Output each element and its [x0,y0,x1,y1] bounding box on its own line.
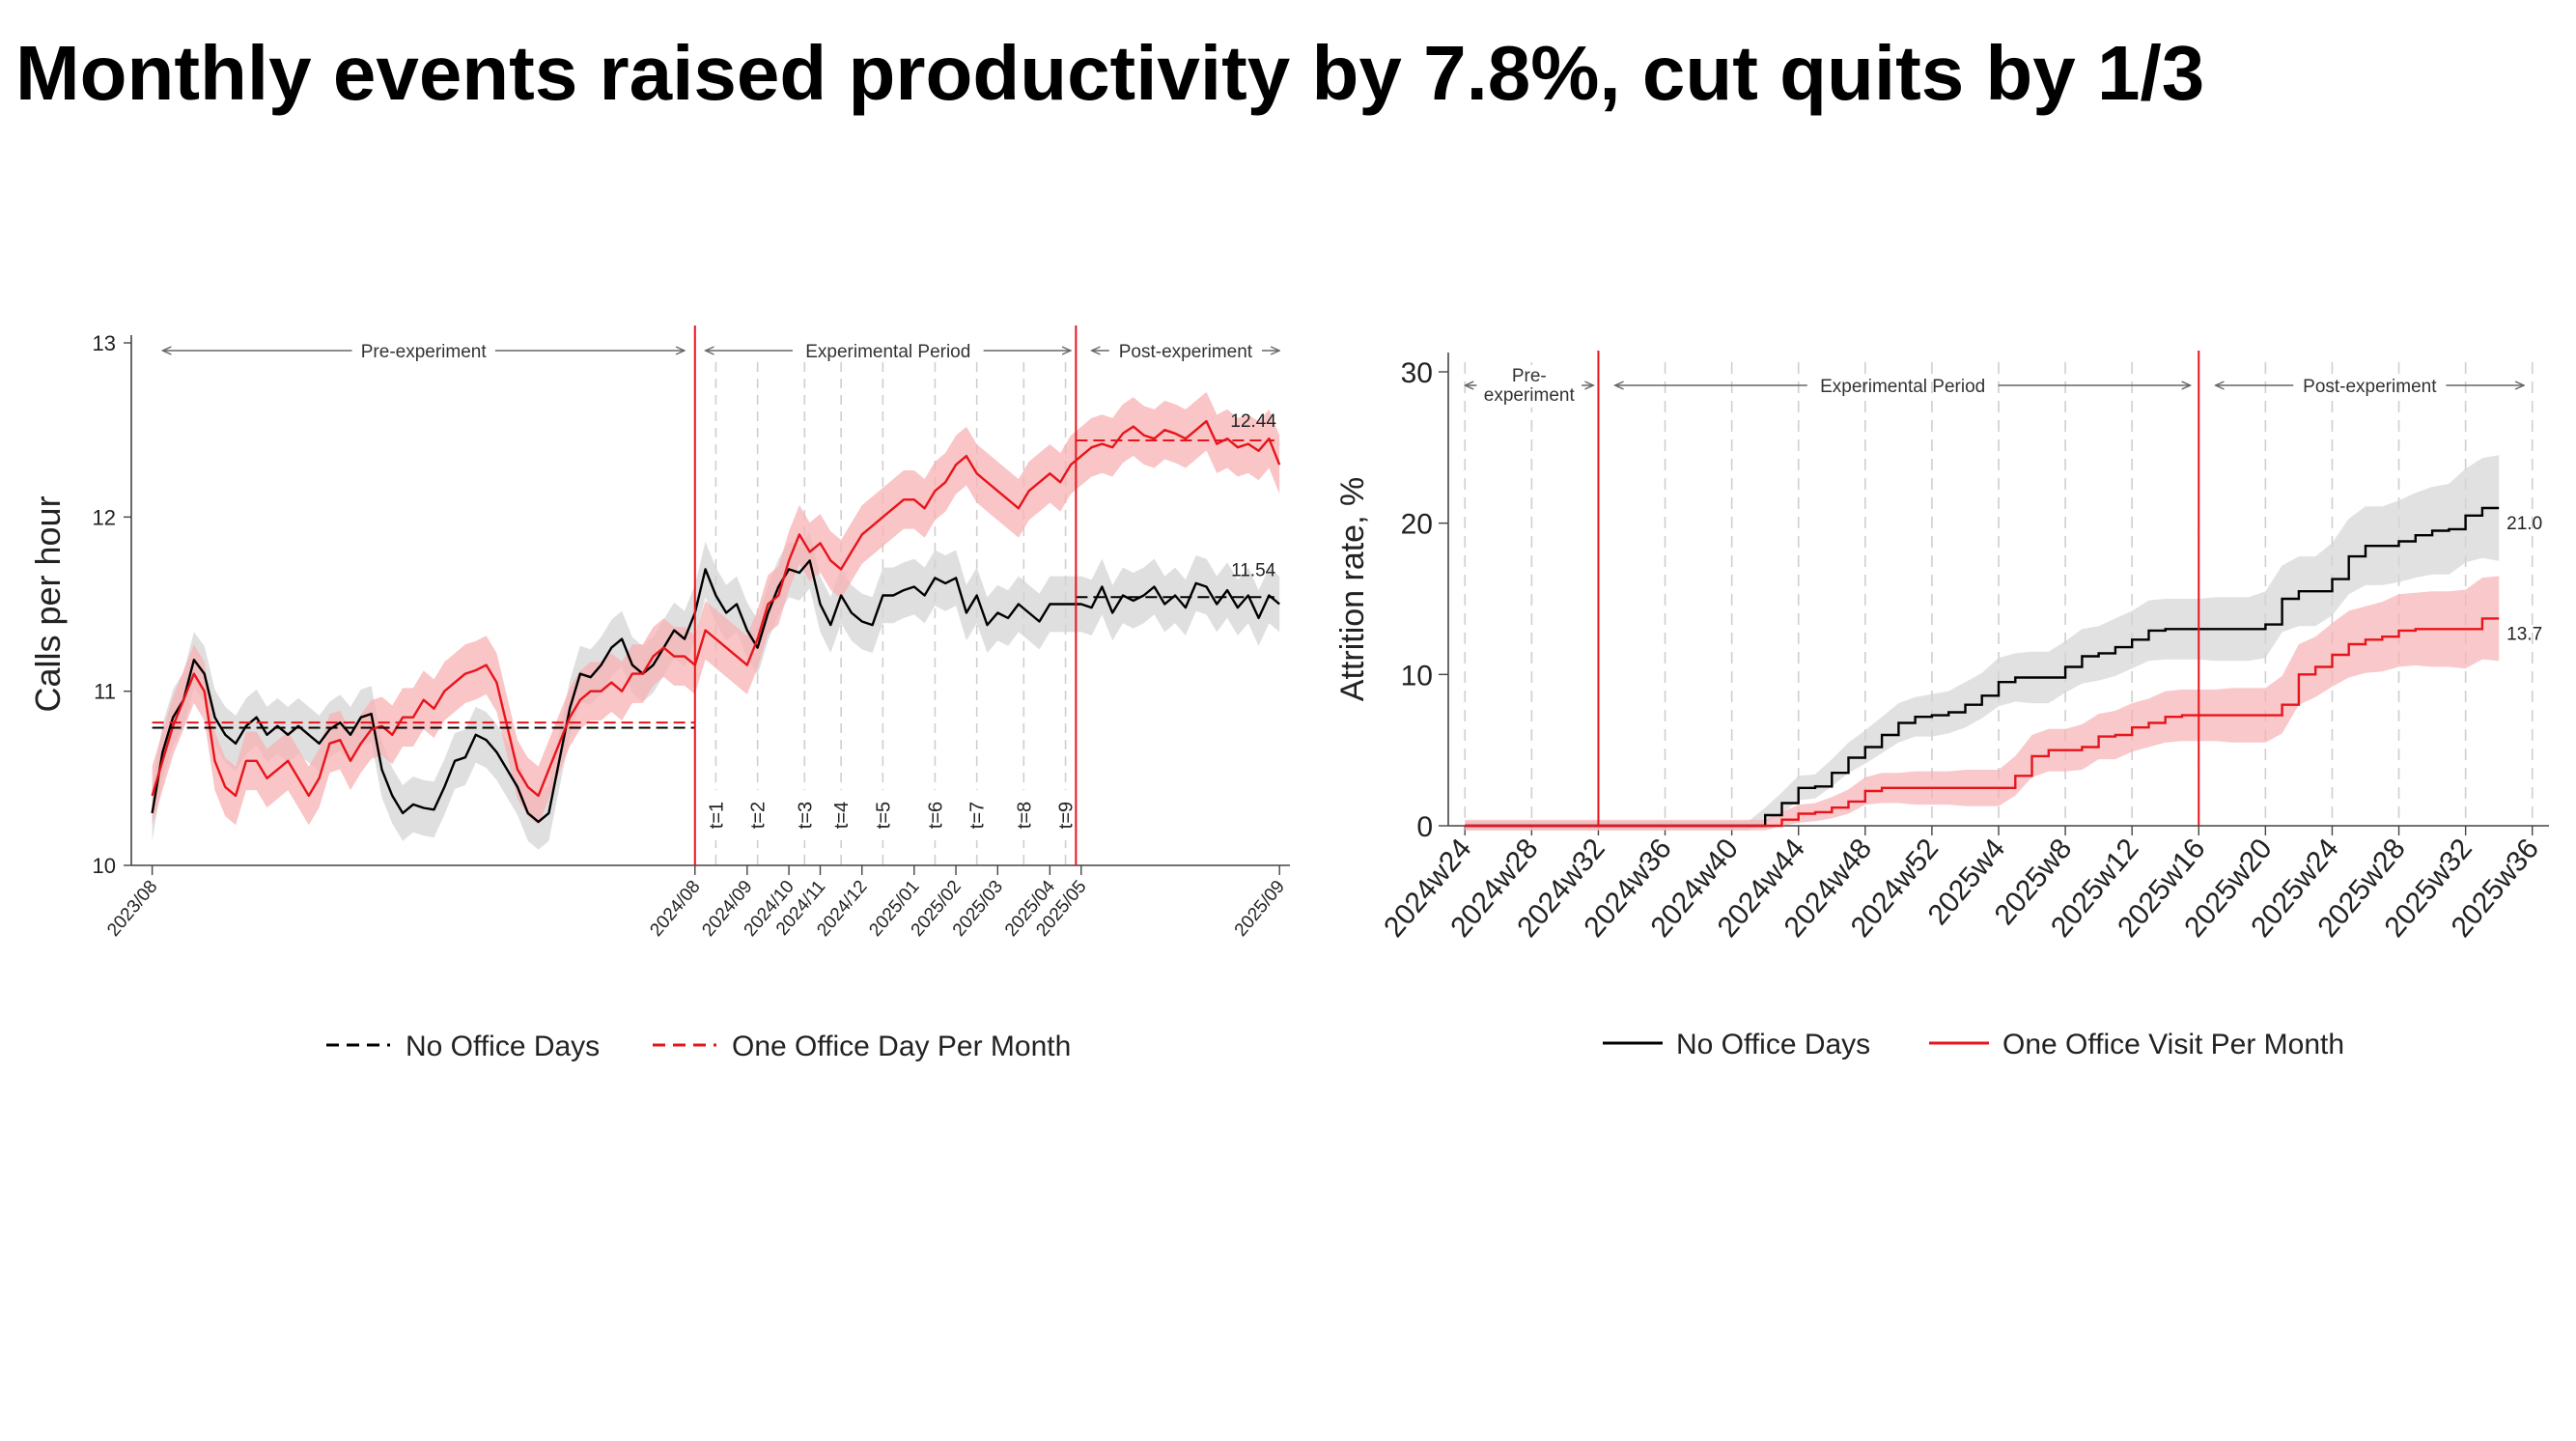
legend-label-control: No Office Days [406,1031,600,1062]
series-line-treatment [1465,617,2500,828]
legend: No Office Days One Office Visit Per Month [1603,1029,2344,1060]
y-tick-label: 11 [94,680,116,704]
y-tick-label: 10 [93,854,116,878]
ci-band-treatment [152,391,1280,826]
x-tick-label: 2023/08 [103,877,161,941]
ci-band-treatment [1465,576,2500,831]
legend-label-control: No Office Days [1676,1029,1870,1060]
series-line-control [151,559,1280,824]
series-line-treatment [151,419,1281,798]
event-label: t=7 [967,802,989,829]
x-tick-label: 2024/08 [646,877,704,941]
y-tick-label: 0 [1416,811,1433,843]
legend-label-treatment: One Office Day Per Month [732,1031,1071,1062]
event-label: t=2 [748,802,770,829]
y-tick-label: 12 [93,505,116,529]
event-label: t=3 [795,802,816,829]
event-label: t=6 [925,802,946,829]
y-tick-label: 20 [1401,509,1433,541]
period-label-2: Post-experiment [2303,377,2437,397]
slide-title: Monthly events raised productivity by 7.… [15,30,2205,116]
event-label: t=1 [706,802,727,829]
y-tick-label: 10 [1401,660,1433,692]
period-arrow-1: Experimental Period [1615,377,2191,397]
period-arrow-0: Pre-experiment [162,342,685,362]
event-label: t=8 [1014,802,1035,829]
period-label-2: Post-experiment [1119,342,1253,362]
y-axis-label: Attrition rate, % [1334,477,1371,701]
period-label-1: Experimental Period [1820,377,1985,397]
period-arrow-2: Post-experiment [1092,342,1280,362]
end-label-control: 11.54 [1231,560,1276,580]
period-label-1: Experimental Period [805,342,970,362]
period-arrow-2: Post-experiment [2216,377,2525,397]
period-arrow-1: Experimental Period [706,342,1071,362]
period-arrow-0: Pre-experiment [1465,365,1593,408]
period-label-0: Pre-experiment [361,342,488,362]
legend-label-treatment: One Office Visit Per Month [2002,1029,2344,1060]
end-label-control: 21.0 [2506,514,2542,534]
event-label: t=4 [831,802,853,829]
legend: No Office Days One Office Day Per Month [326,1031,1071,1062]
y-axis-label: Calls per hour [28,495,68,712]
x-tick-label: 2025/09 [1231,877,1289,941]
period-label-0: Pre-experiment [1484,366,1576,406]
end-label-treatment: 12.44 [1230,411,1276,432]
y-tick-label: 13 [93,331,116,355]
event-label: t=5 [873,802,894,829]
y-tick-label: 30 [1401,357,1433,389]
end-label-treatment: 13.7 [2506,624,2542,644]
event-label: t=9 [1056,802,1078,829]
